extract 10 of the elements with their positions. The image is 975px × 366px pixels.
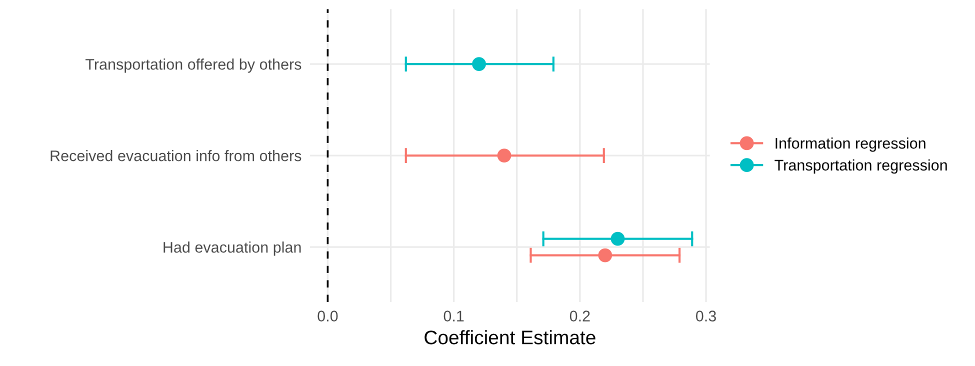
legend-label: Information regression (776, 137, 926, 152)
x-tick-label: 0.1 (444, 310, 464, 322)
x-tick-label: 0.2 (570, 310, 590, 322)
x-axis-title: Coefficient Estimate (424, 330, 596, 344)
y-tick-label: Received evacuation info from others (50, 150, 302, 162)
y-tick-label: Transportation offered by others (86, 58, 302, 73)
x-tick-label: 0.0 (318, 310, 338, 322)
x-tick-label: 0.3 (696, 310, 716, 322)
legend-label: Transportation regression (774, 159, 947, 174)
y-tick-label: Had evacuation plan (164, 242, 301, 256)
